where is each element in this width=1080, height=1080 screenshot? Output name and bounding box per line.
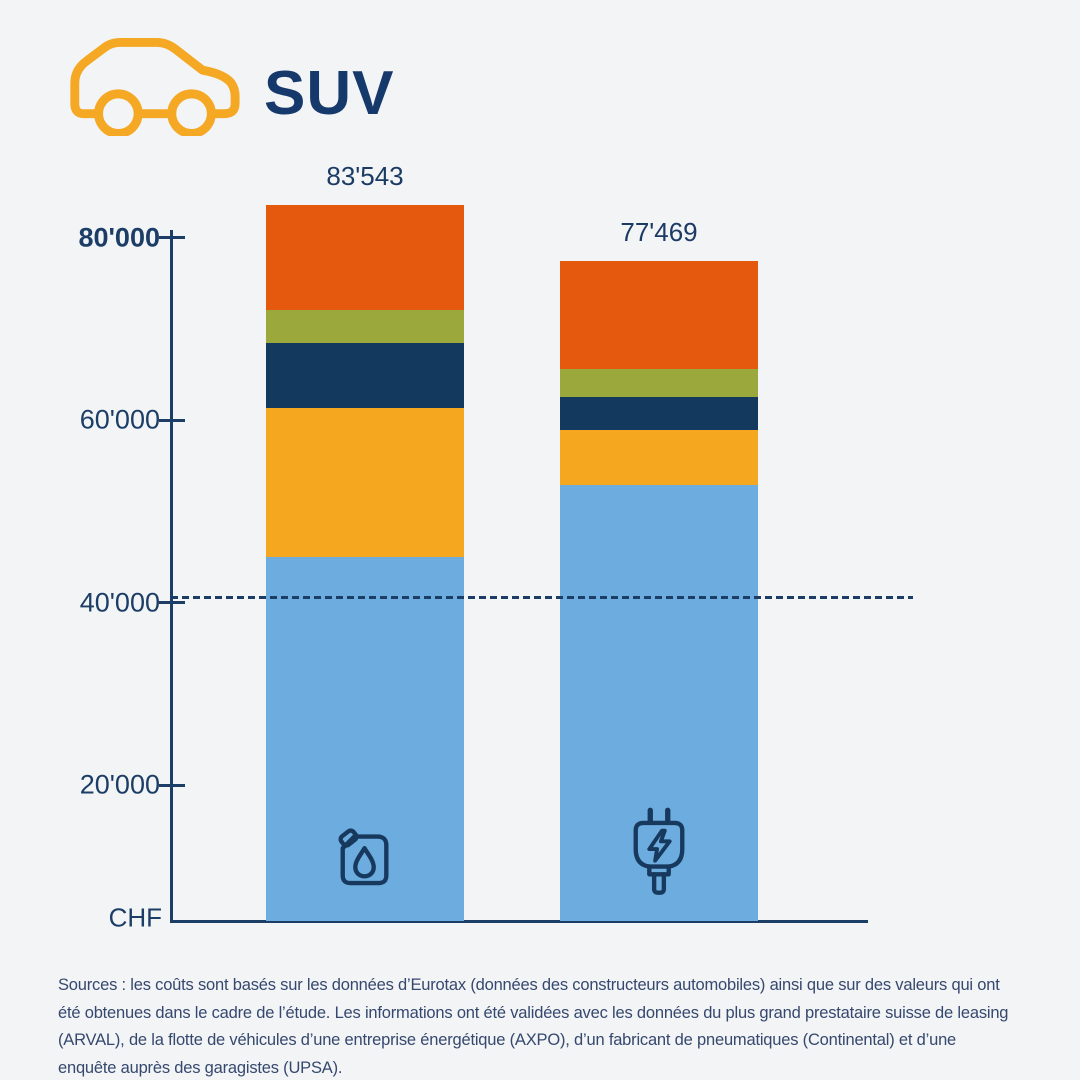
bar-segment-electric: [560, 484, 758, 921]
bar-total-label: 83'543: [326, 161, 404, 192]
y-tick-label: 60'000: [79, 404, 160, 435]
source-line: Sources : les coûts sont basés sur les d…: [58, 976, 1000, 994]
axis-unit-label: CHF: [108, 902, 162, 933]
bar-segment-fuel: [266, 408, 464, 557]
bar-segment-electric: [560, 397, 758, 431]
page-title: SUV: [264, 59, 395, 128]
y-tick-label: 20'000: [79, 769, 160, 800]
bar-segment-fuel: [266, 556, 464, 921]
source-text: Sources : les coûts sont basés sur les d…: [58, 972, 1008, 1080]
y-tick: [158, 418, 185, 422]
bar-segment-electric: [560, 430, 758, 485]
y-tick: [158, 783, 185, 787]
y-tick-label: 80'000: [78, 222, 160, 252]
y-axis-line: [170, 230, 173, 923]
source-line: (ARVAL), de la flotte de véhicules d’une…: [58, 1031, 957, 1049]
bar-segment-electric: [560, 368, 758, 398]
bar-segment-fuel: [266, 205, 464, 310]
source-line: été obtenues dans le cadre de l’étude. L…: [58, 1003, 1009, 1022]
power-plug-icon: [633, 807, 685, 895]
bar-segment-fuel: [266, 309, 464, 344]
y-tick-label: 40'000: [79, 587, 160, 617]
y-tick: [158, 601, 185, 604]
suv-car-icon: [70, 37, 240, 136]
bar-segment-electric: [560, 260, 758, 369]
y-tick: [158, 236, 185, 239]
bar-total-label: 77'469: [620, 216, 698, 247]
reference-dashed-line: [171, 595, 913, 599]
fuel-can-icon: [338, 828, 389, 886]
bar-segment-fuel: [266, 343, 464, 409]
x-axis-line: [170, 920, 868, 923]
source-line: enquête auprès des garagistes (UPSA).: [58, 1058, 343, 1077]
